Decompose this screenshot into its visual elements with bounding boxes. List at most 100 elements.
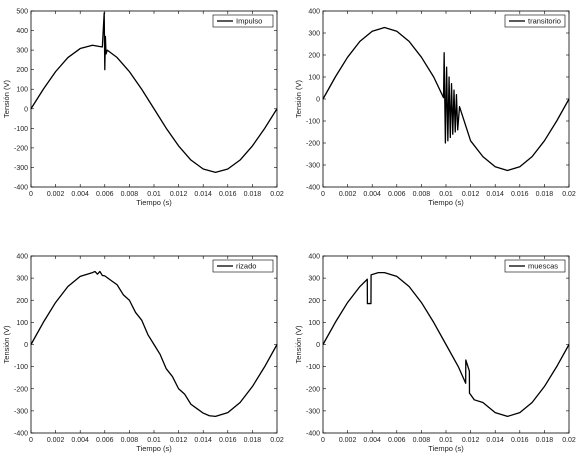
y-tick-label: -300 (14, 165, 28, 172)
y-tick-label: 0 (316, 342, 320, 349)
y-tick-label: 100 (16, 320, 28, 327)
x-tick-label: 0.02 (562, 437, 576, 444)
y-tick-label: -400 (14, 185, 28, 192)
y-tick-label: 200 (308, 298, 320, 305)
y-tick-label: -100 (306, 119, 320, 126)
x-tick-label: 0.014 (486, 191, 504, 198)
y-tick-label: -200 (306, 141, 320, 148)
chart-panel-0: 0 0.002 0.004 0.006 0.008 0.01 0.012 0.014 0.016… (2, 9, 284, 208)
y-axis-label: Tensión (V) (2, 80, 11, 118)
x-tick-label: 0.012 (170, 437, 188, 444)
y-axis-label: Tensión (V) (2, 325, 11, 363)
x-tick-label: 0.016 (219, 437, 237, 444)
x-tick-label: 0.012 (170, 191, 188, 198)
y-tick-label: 300 (308, 31, 320, 38)
y-tick-label: 100 (308, 75, 320, 82)
x-tick-label: 0.002 (339, 191, 357, 198)
x-tick-label: 0.01 (147, 191, 161, 198)
y-tick-label: 0 (24, 106, 28, 113)
x-tick-label: 0.002 (339, 437, 357, 444)
x-tick-label: 0.01 (439, 191, 453, 198)
y-tick-label: -400 (14, 431, 28, 438)
x-tick-label: 0.002 (47, 191, 65, 198)
y-axis-label: Tensión (V) (294, 80, 303, 118)
y-tick-label: 300 (308, 276, 320, 283)
legend-label: transitorio (528, 17, 561, 26)
x-axis-label: Tiempo (s) (136, 198, 172, 207)
y-tick-label: 500 (16, 9, 28, 16)
y-tick-label: -300 (14, 408, 28, 415)
x-tick-label: 0.018 (536, 191, 554, 198)
x-tick-label: 0.014 (486, 437, 504, 444)
y-tick-label: 200 (308, 53, 320, 60)
y-tick-label: 400 (308, 9, 320, 16)
y-tick-label: -100 (14, 364, 28, 371)
series-line-impulso (30, 12, 278, 173)
x-tick-label: 0.016 (511, 191, 529, 198)
cropped-caption-edge (0, 446, 580, 455)
y-tick-label: -100 (14, 126, 28, 133)
x-tick-label: 0.002 (47, 437, 65, 444)
chart-panel-1: 0 0.002 0.004 0.006 0.008 0.01 0.012 0.014 0.016… (294, 9, 576, 208)
y-tick-label: 0 (316, 97, 320, 104)
x-tick-label: 0.004 (71, 437, 89, 444)
y-tick-label: 300 (16, 276, 28, 283)
x-tick-label: 0.004 (363, 437, 381, 444)
y-tick-label: 200 (16, 298, 28, 305)
legend-box (504, 259, 566, 273)
series-line-muescas (322, 271, 570, 418)
y-tick-label: 400 (16, 28, 28, 35)
x-tick-label: 0.012 (462, 437, 480, 444)
x-tick-label: 0.008 (121, 437, 139, 444)
y-tick-label: -100 (306, 364, 320, 371)
x-tick-label: 0 (29, 191, 33, 198)
y-tick-label: -200 (14, 145, 28, 152)
y-tick-label: 200 (16, 67, 28, 74)
y-tick-label: -400 (306, 431, 320, 438)
x-tick-label: 0.006 (388, 191, 406, 198)
legend-box (212, 14, 274, 28)
x-tick-label: 0 (321, 191, 325, 198)
x-tick-label: 0.018 (536, 437, 554, 444)
y-axis-label: Tensión (V) (294, 325, 303, 363)
y-tick-label: 300 (16, 48, 28, 55)
x-tick-label: 0.014 (194, 437, 212, 444)
legend-box (504, 14, 566, 28)
chart-panel-3: 0 0.002 0.004 0.006 0.008 0.01 0.012 0.014 0.016… (294, 254, 576, 454)
plot-frame (30, 10, 278, 188)
x-tick-label: 0.008 (413, 191, 431, 198)
legend-label: Impulso (236, 17, 262, 26)
x-tick-label: 0.014 (194, 191, 212, 198)
x-tick-label: 0 (321, 437, 325, 444)
x-tick-label: 0.004 (71, 191, 89, 198)
x-tick-label: 0.006 (96, 437, 114, 444)
x-tick-label: 0.02 (562, 191, 576, 198)
series-line-transitorio (322, 26, 570, 172)
y-tick-label: -200 (306, 386, 320, 393)
y-tick-label: 100 (308, 320, 320, 327)
x-tick-label: 0.006 (388, 437, 406, 444)
x-tick-label: 0.008 (413, 437, 431, 444)
x-tick-label: 0.01 (147, 437, 161, 444)
y-tick-label: -300 (306, 408, 320, 415)
x-tick-label: 0.016 (219, 191, 237, 198)
legend-label: muescas (528, 262, 558, 271)
x-tick-label: 0.006 (96, 191, 114, 198)
x-tick-label: 0.02 (270, 191, 284, 198)
x-tick-label: 0 (29, 437, 33, 444)
y-tick-label: 0 (24, 342, 28, 349)
x-tick-label: 0.018 (244, 191, 262, 198)
x-tick-label: 0.016 (511, 437, 529, 444)
series-line-rizado (30, 270, 278, 418)
x-axis-label: Tiempo (s) (428, 198, 464, 207)
y-tick-label: 400 (308, 254, 320, 261)
x-tick-label: 0.012 (462, 191, 480, 198)
chart-panel-2: 0 0.002 0.004 0.006 0.008 0.01 0.012 0.014 0.016… (2, 254, 284, 454)
x-tick-label: 0.02 (270, 437, 284, 444)
y-tick-label: -300 (306, 163, 320, 170)
y-tick-label: -400 (306, 185, 320, 192)
x-tick-label: 0.01 (439, 437, 453, 444)
y-tick-label: -200 (14, 386, 28, 393)
y-tick-label: 100 (16, 87, 28, 94)
